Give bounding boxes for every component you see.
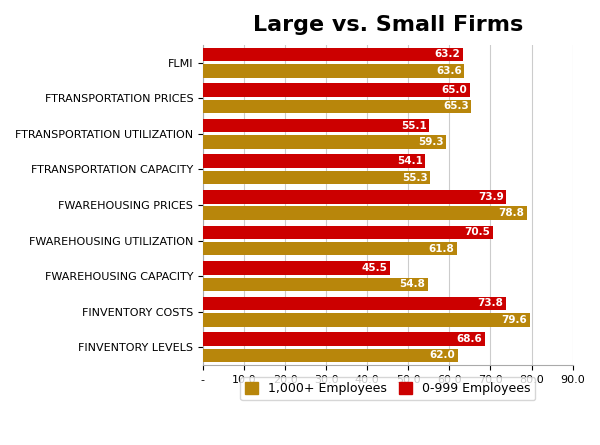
Legend: 1,000+ Employees, 0-999 Employees: 1,000+ Employees, 0-999 Employees (240, 377, 535, 401)
Bar (203, 119, 429, 132)
Text: 63.2: 63.2 (434, 49, 460, 60)
Bar (203, 48, 463, 61)
Text: 62.0: 62.0 (430, 350, 455, 360)
Bar (203, 83, 470, 97)
Text: 45.5: 45.5 (361, 263, 388, 273)
Bar (203, 206, 527, 220)
Text: 65.3: 65.3 (443, 101, 469, 111)
Text: 55.3: 55.3 (402, 173, 428, 182)
Title: Large vs. Small Firms: Large vs. Small Firms (253, 15, 523, 35)
Text: 73.8: 73.8 (478, 299, 503, 308)
Bar (203, 348, 458, 362)
Bar (203, 278, 428, 291)
Bar (203, 171, 430, 184)
Text: 55.1: 55.1 (401, 121, 427, 131)
Text: 61.8: 61.8 (428, 244, 454, 254)
Text: 65.0: 65.0 (442, 85, 467, 95)
Bar (203, 297, 506, 310)
Bar (203, 226, 493, 239)
Text: 54.1: 54.1 (397, 156, 422, 166)
Bar (203, 64, 464, 77)
Text: 79.6: 79.6 (502, 315, 527, 325)
Text: 63.6: 63.6 (436, 66, 461, 76)
Bar (203, 332, 485, 346)
Bar (203, 313, 530, 327)
Text: 59.3: 59.3 (418, 137, 444, 147)
Bar (203, 154, 425, 168)
Text: 70.5: 70.5 (464, 227, 490, 237)
Bar (203, 190, 506, 203)
Bar (203, 100, 471, 113)
Text: 78.8: 78.8 (498, 208, 524, 218)
Text: 54.8: 54.8 (400, 279, 425, 289)
Bar (203, 242, 457, 255)
Text: 68.6: 68.6 (457, 334, 482, 344)
Bar (203, 261, 390, 275)
Bar (203, 135, 446, 149)
Text: 73.9: 73.9 (478, 192, 504, 202)
